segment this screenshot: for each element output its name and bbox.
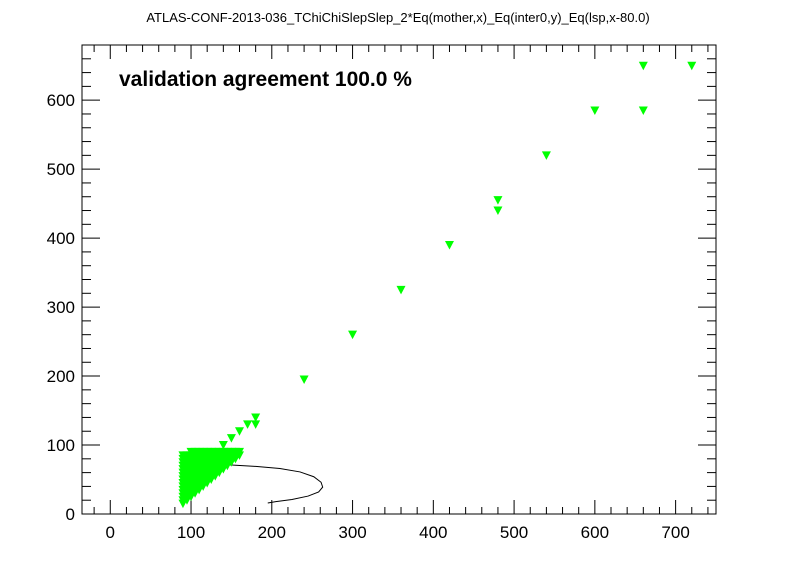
x-tick-label: 500 <box>500 523 528 542</box>
data-point <box>218 441 228 450</box>
y-tick-labels: 0 100 200 300 400 500 600 <box>47 91 75 524</box>
data-point <box>638 106 648 116</box>
data-point <box>348 330 358 340</box>
data-point <box>299 375 309 385</box>
data-point <box>243 420 253 429</box>
validation-annotation: validation agreement 100.0 % <box>119 68 412 91</box>
contour-line <box>207 463 324 504</box>
x-tick-label: 300 <box>338 523 366 542</box>
x-tick-label: 0 <box>106 523 115 542</box>
x-tick-label: 700 <box>661 523 689 542</box>
data-point <box>226 434 236 443</box>
x-tick-label: 400 <box>419 523 447 542</box>
y-tick-label: 600 <box>47 91 75 110</box>
data-point <box>234 447 244 457</box>
y-tick-label: 400 <box>47 229 75 248</box>
data-point <box>251 420 261 429</box>
y-tick-label: 200 <box>47 367 75 386</box>
data-point <box>687 61 697 71</box>
data-point <box>234 427 244 436</box>
data-point <box>638 61 648 71</box>
x-tick-label: 200 <box>258 523 286 542</box>
y-tick-label: 500 <box>47 160 75 179</box>
x-tick-label: 600 <box>581 523 609 542</box>
plot-frame <box>81 44 717 515</box>
y-tick-label: 100 <box>47 436 75 455</box>
data-point <box>396 285 406 295</box>
data-point <box>493 206 503 216</box>
data-points <box>178 61 697 509</box>
y-tick-label: 0 <box>66 505 75 524</box>
data-point <box>444 241 454 250</box>
data-point <box>541 151 551 160</box>
y-tick-label: 300 <box>47 298 75 317</box>
x-tick-labels: 0 100 200 300 400 500 600 700 <box>106 523 690 542</box>
chart-title: ATLAS-CONF-2013-036_TChiChiSlepSlep_2*Eq… <box>146 10 650 25</box>
data-point <box>251 413 261 422</box>
x-tick-label: 100 <box>177 523 205 542</box>
data-point <box>493 196 503 205</box>
data-point <box>590 106 600 116</box>
axis-ticks <box>82 44 716 515</box>
